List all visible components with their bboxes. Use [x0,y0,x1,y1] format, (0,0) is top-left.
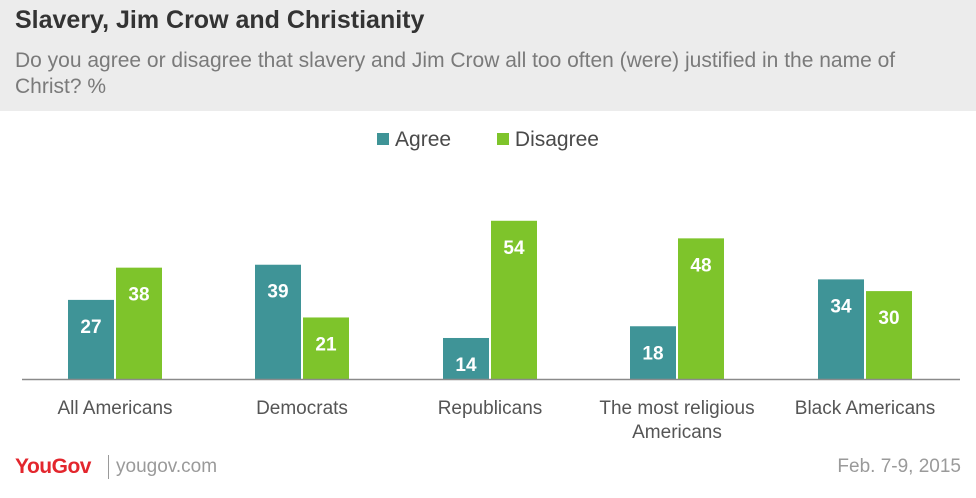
legend: Agree Disagree [0,128,976,152]
legend-item-agree: Agree [377,128,451,152]
data-label-disagree-2: 54 [503,238,525,259]
data-label-disagree-0: 38 [128,285,149,306]
bar-agree-1 [255,264,301,379]
data-label-disagree-1: 21 [315,334,337,355]
category-label-0-0: All Americans [57,398,172,419]
legend-label-disagree: Disagree [514,128,599,152]
data-label-agree-3: 18 [642,343,663,364]
legend-item-disagree: Disagree [496,128,599,152]
category-label-3-0: The most religious [599,398,754,419]
category-label-2-0: Republicans [438,398,543,419]
bar-disagree-1 [303,317,349,379]
data-label-agree-1: 39 [267,282,288,303]
bar-agree-2 [443,337,489,379]
bar-agree-0 [68,299,114,379]
bar-disagree-4 [866,291,912,379]
data-label-disagree-3: 48 [690,255,711,276]
header-band: Slavery, Jim Crow and Christianity Do yo… [0,0,976,111]
chart-subtitle: Do you agree or disagree that slavery an… [15,49,896,98]
yougov-logo: YouGov [15,455,91,478]
data-label-agree-4: 34 [830,296,852,317]
bar-disagree-2 [491,220,537,379]
footer-url[interactable]: yougov.com [116,456,218,477]
legend-label-agree: Agree [395,128,452,152]
legend-swatch-disagree [496,132,509,145]
legend-swatch-agree [377,132,390,145]
footer-date: Feb. 7-9, 2015 [837,456,961,477]
category-label-3-1: Americans [632,422,722,443]
footer-divider [108,455,109,479]
chart-title: Slavery, Jim Crow and Christianity [15,6,425,34]
data-label-disagree-4: 30 [878,308,899,329]
bar-disagree-0 [116,267,162,379]
data-label-agree-2: 14 [455,355,477,376]
data-label-agree-0: 27 [80,317,101,338]
bar-disagree-3 [678,238,724,379]
bar-agree-4 [818,279,864,379]
bar-agree-3 [630,326,676,379]
category-label-1-0: Democrats [256,398,348,419]
category-label-4-0: Black Americans [795,398,935,419]
